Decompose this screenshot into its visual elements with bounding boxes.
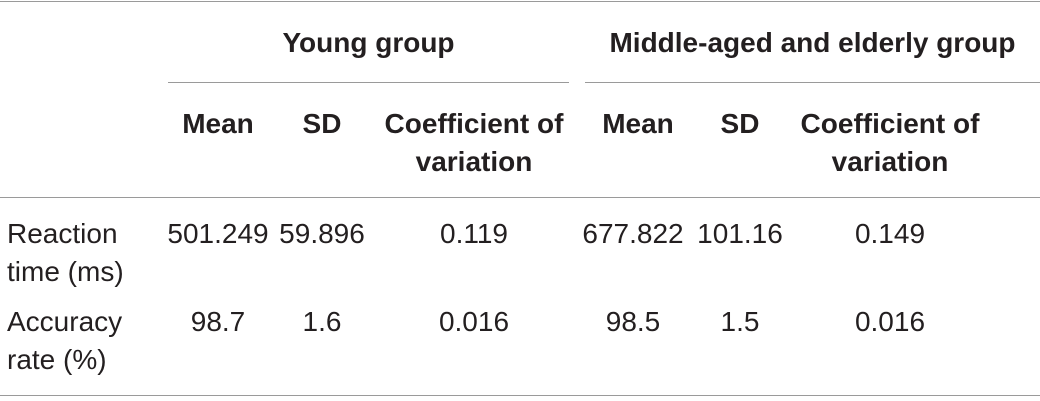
mid-sd-header: SD <box>720 108 760 139</box>
reaction-young-mean: 501.249 <box>167 218 269 249</box>
table-bottom-rule <box>0 395 1040 396</box>
accuracy-mid-cv: 0.016 <box>854 306 926 337</box>
young-cv-header-line2: variation <box>415 146 533 177</box>
young-group-underline <box>168 82 569 83</box>
reaction-mid-sd: 101.16 <box>697 218 783 249</box>
row-label-reaction-line1: Reaction <box>7 218 118 249</box>
mid-cv-header-line1: Coefficient of <box>800 108 980 139</box>
accuracy-mid-mean: 98.5 <box>605 306 661 337</box>
mid-mean-header: Mean <box>602 108 674 139</box>
mid-cv-header-line2: variation <box>831 146 949 177</box>
middle-elderly-group-underline <box>585 82 1040 83</box>
middle-elderly-group-header: Middle-aged and elderly group <box>609 27 1016 58</box>
table-top-rule <box>0 1 1040 2</box>
reaction-mid-cv: 0.149 <box>854 218 926 249</box>
row-label-reaction-line2: time (ms) <box>7 256 124 287</box>
reaction-young-cv: 0.119 <box>440 218 508 249</box>
accuracy-young-mean: 98.7 <box>190 306 246 337</box>
accuracy-young-cv: 0.016 <box>438 306 510 337</box>
row-label-accuracy-line2: rate (%) <box>7 344 107 375</box>
young-mean-header: Mean <box>182 108 254 139</box>
young-group-header: Young group <box>282 27 455 58</box>
accuracy-young-sd: 1.6 <box>302 306 342 337</box>
reaction-mid-mean: 677.822 <box>582 218 684 249</box>
header-bottom-rule <box>0 197 1040 198</box>
row-label-accuracy-line1: Accuracy <box>7 306 123 337</box>
young-cv-header-line1: Coefficient of <box>384 108 564 139</box>
young-sd-header: SD <box>302 108 342 139</box>
accuracy-mid-sd: 1.5 <box>720 306 760 337</box>
reaction-young-sd: 59.896 <box>279 218 365 249</box>
